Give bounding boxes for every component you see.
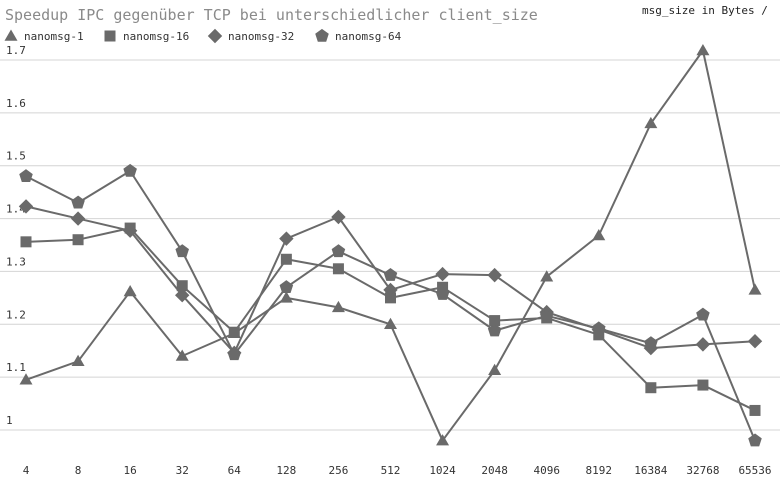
data-point xyxy=(384,317,397,330)
x-tick-label: 16384 xyxy=(634,464,667,477)
legend-marker-diamond xyxy=(207,28,223,44)
data-point xyxy=(71,354,85,367)
data-point xyxy=(332,263,344,275)
x-axis-label: msg_size in Bytes / xyxy=(642,4,768,17)
data-point xyxy=(697,379,709,391)
series-nanomsg-1 xyxy=(19,43,762,446)
legend: nanomsg-1 nanomsg-16 nanomsg-32 nanomsg-64 xyxy=(4,28,402,44)
x-tick-label: 128 xyxy=(276,464,296,477)
legend-label: nanomsg-16 xyxy=(123,30,189,43)
data-point xyxy=(487,267,502,283)
legend-label: nanomsg-64 xyxy=(335,30,402,43)
x-tick-label: 32768 xyxy=(686,464,719,477)
x-tick-label: 2048 xyxy=(481,464,508,477)
data-point xyxy=(279,291,293,303)
legend-item: nanomsg-64 xyxy=(315,28,402,43)
data-point xyxy=(748,283,762,295)
legend-item: nanomsg-16 xyxy=(104,30,189,43)
legend-label: nanomsg-1 xyxy=(24,30,84,43)
data-point xyxy=(435,287,450,300)
y-axis-ticks: 11.11.21.31.41.51.61.7 xyxy=(6,44,26,427)
data-point xyxy=(696,43,710,56)
data-point xyxy=(749,404,761,416)
data-point xyxy=(748,433,762,447)
data-point xyxy=(383,268,398,281)
data-point xyxy=(227,347,242,361)
data-point xyxy=(175,244,189,258)
x-tick-label: 512 xyxy=(381,464,401,477)
data-point xyxy=(18,199,34,214)
legend-item: nanomsg-1 xyxy=(4,29,84,43)
x-tick-label: 1024 xyxy=(429,464,456,477)
x-axis-ticks: 4 8 16 32 64 128 256 512 1024 2048 4096 8192 16384 32… xyxy=(23,464,772,477)
y-tick-label: 1.7 xyxy=(6,44,26,57)
data-point xyxy=(228,326,240,338)
legend-label: nanomsg-32 xyxy=(228,30,294,43)
y-tick-label: 1.3 xyxy=(6,255,26,268)
legend-marker-pentagon xyxy=(315,28,329,42)
data-point xyxy=(644,116,658,129)
data-point xyxy=(592,321,606,335)
data-point xyxy=(435,266,450,282)
data-point xyxy=(436,434,450,446)
data-point xyxy=(695,337,711,352)
data-point xyxy=(175,349,189,361)
x-tick-label: 8192 xyxy=(586,464,613,477)
data-point xyxy=(279,280,294,294)
series-nanomsg-32 xyxy=(18,199,763,361)
series-nanomsg-64 xyxy=(19,163,762,447)
x-tick-label: 8 xyxy=(75,464,82,477)
y-tick-label: 1.1 xyxy=(6,361,26,374)
data-point xyxy=(70,211,86,226)
data-point xyxy=(331,300,345,313)
x-tick-label: 16 xyxy=(124,464,137,477)
data-point xyxy=(19,169,33,183)
x-tick-label: 4 xyxy=(23,464,30,477)
data-point xyxy=(383,282,398,298)
chart-title: Speedup IPC gegenüber TCP bei unterschie… xyxy=(5,6,538,24)
data-point xyxy=(123,285,137,297)
data-point xyxy=(644,336,658,350)
data-point xyxy=(331,209,346,225)
x-tick-label: 64 xyxy=(228,464,242,477)
legend-marker-triangle xyxy=(4,29,18,41)
data-point xyxy=(280,253,292,265)
grid xyxy=(0,59,780,431)
y-tick-label: 1.6 xyxy=(6,97,26,110)
x-tick-label: 256 xyxy=(328,464,348,477)
data-point xyxy=(487,323,502,337)
legend-marker-square xyxy=(104,30,116,42)
data-point xyxy=(20,236,32,248)
data-point xyxy=(696,307,710,321)
data-point xyxy=(122,223,138,238)
legend-item: nanomsg-32 xyxy=(207,28,294,44)
plot-area xyxy=(18,43,763,447)
y-tick-label: 1.2 xyxy=(6,308,26,321)
x-tick-label: 32 xyxy=(176,464,189,477)
data-point xyxy=(19,373,33,385)
data-point xyxy=(540,270,554,282)
data-point xyxy=(592,228,606,241)
data-point xyxy=(331,244,346,258)
data-point xyxy=(72,234,84,246)
x-tick-label: 4096 xyxy=(533,464,560,477)
y-tick-label: 1 xyxy=(6,414,13,427)
data-point xyxy=(747,333,763,349)
y-tick-label: 1.5 xyxy=(6,150,26,163)
data-point xyxy=(175,288,190,303)
data-point xyxy=(488,363,502,376)
data-point xyxy=(71,195,85,209)
data-point xyxy=(645,382,657,394)
data-point xyxy=(539,308,554,322)
x-tick-label: 65536 xyxy=(738,464,771,477)
data-point xyxy=(279,231,294,246)
series-line xyxy=(25,170,756,441)
data-point xyxy=(123,163,137,177)
